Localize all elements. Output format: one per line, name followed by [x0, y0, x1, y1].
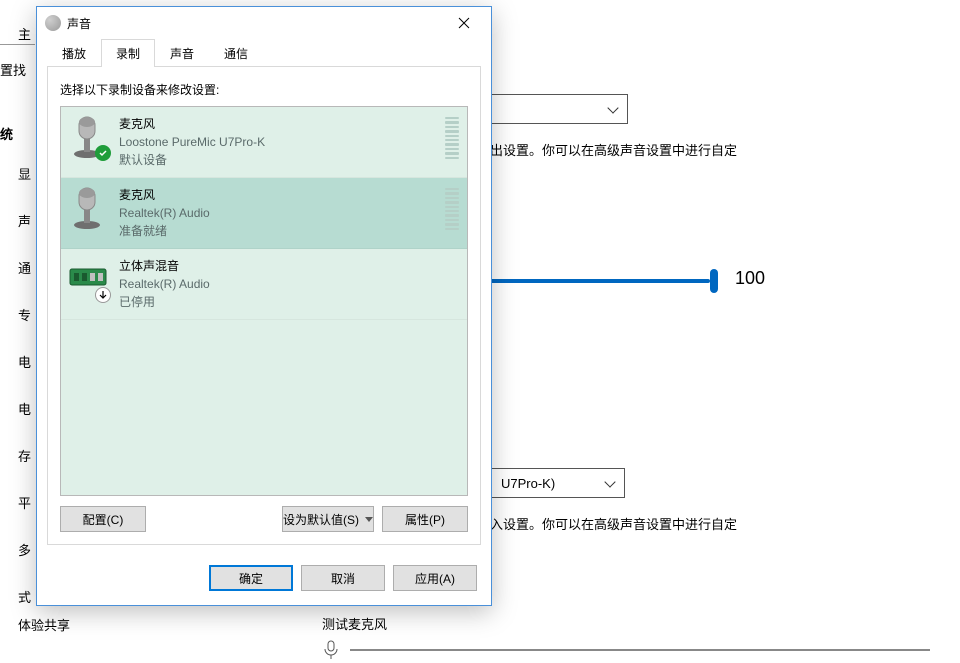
bg-search-fragment: 置找 — [0, 60, 26, 79]
dialog-body: 播放 录制 声音 通信 选择以下录制设备来修改设置: 麦克风Loostone P… — [37, 39, 491, 555]
output-hint-text: 出设置。你可以在高级声音设置中进行自定 — [490, 140, 737, 159]
device-sub: Realtek(R) Audio — [119, 204, 435, 222]
panel-hint: 选择以下录制设备来修改设置: — [60, 81, 468, 98]
device-info: 立体声混音Realtek(R) Audio已停用 — [119, 257, 459, 311]
level-meter — [445, 186, 459, 230]
ok-button[interactable]: 确定 — [209, 565, 293, 591]
tab-recording[interactable]: 录制 — [101, 39, 155, 67]
device-name: 立体声混音 — [119, 257, 459, 275]
sidebar-item[interactable]: 多 — [18, 540, 31, 559]
sound-dialog: 声音 播放 录制 声音 通信 选择以下录制设备来修改设置: 麦克风Looston… — [36, 6, 492, 606]
tab-communications[interactable]: 通信 — [209, 39, 263, 67]
panel-buttons: 配置(C) 设为默认值(S) 属性(P) — [60, 506, 468, 532]
input-hint-text: 入设置。你可以在高级声音设置中进行自定 — [490, 514, 737, 533]
bg-feedback-label[interactable]: 体验共享 — [18, 615, 70, 634]
device-list[interactable]: 麦克风Loostone PureMic U7Pro-K默认设备 麦克风Realt… — [60, 106, 468, 496]
sidebar-item[interactable]: 电 — [18, 399, 31, 418]
device-status: 默认设备 — [119, 151, 435, 169]
level-meter — [445, 115, 459, 159]
device-info: 麦克风Realtek(R) Audio准备就绪 — [119, 186, 435, 240]
bg-sidebar: 显 声 通 专 电 电 存 平 多 式 — [18, 164, 31, 606]
cancel-button[interactable]: 取消 — [301, 565, 385, 591]
chevron-down-icon — [607, 104, 617, 114]
dialog-title: 声音 — [67, 15, 443, 32]
recording-panel: 选择以下录制设备来修改设置: 麦克风Loostone PureMic U7Pro… — [47, 67, 481, 545]
default-check-icon — [95, 145, 111, 161]
slider-thumb[interactable] — [710, 269, 718, 293]
properties-button[interactable]: 属性(P) — [382, 506, 468, 532]
volume-value: 100 — [735, 268, 765, 289]
sidebar-item[interactable]: 通 — [18, 258, 31, 277]
device-name: 麦克风 — [119, 115, 435, 133]
dialog-titlebar[interactable]: 声音 — [37, 7, 491, 39]
microphone-device-icon — [69, 115, 109, 159]
device-row[interactable]: 麦克风Loostone PureMic U7Pro-K默认设备 — [61, 107, 467, 178]
test-mic-label: 测试麦克风 — [322, 614, 387, 633]
output-device-dropdown[interactable] — [470, 94, 628, 124]
slider-track — [490, 279, 710, 283]
mic-level-line — [350, 649, 930, 651]
bg-separator — [0, 44, 35, 45]
sidebar-item[interactable]: 式 — [18, 587, 31, 606]
device-row[interactable]: 麦克风Realtek(R) Audio准备就绪 — [61, 178, 467, 249]
disabled-down-icon — [95, 287, 111, 303]
microphone-device-icon — [69, 186, 109, 230]
device-sub: Loostone PureMic U7Pro-K — [119, 133, 435, 151]
sidebar-item[interactable]: 存 — [18, 446, 31, 465]
apply-button[interactable]: 应用(A) — [393, 565, 477, 591]
dialog-footer: 确定 取消 应用(A) — [37, 555, 491, 605]
device-row[interactable]: 立体声混音Realtek(R) Audio已停用 — [61, 249, 467, 320]
device-status: 准备就绪 — [119, 222, 435, 240]
sidebar-item[interactable]: 电 — [18, 352, 31, 371]
sidebar-item[interactable]: 显 — [18, 164, 31, 183]
device-name: 麦克风 — [119, 186, 435, 204]
chevron-down-icon — [604, 478, 614, 488]
input-dropdown-text: U7Pro-K) — [501, 476, 555, 491]
tab-bar: 播放 录制 声音 通信 — [47, 39, 481, 67]
sidebar-item[interactable]: 专 — [18, 305, 31, 324]
close-button[interactable] — [443, 8, 485, 38]
tab-sounds[interactable]: 声音 — [155, 39, 209, 67]
tab-playback[interactable]: 播放 — [47, 39, 101, 67]
sound-icon — [45, 15, 61, 31]
volume-slider[interactable] — [490, 271, 710, 291]
input-device-dropdown[interactable]: U7Pro-K) — [490, 468, 625, 498]
device-info: 麦克风Loostone PureMic U7Pro-K默认设备 — [119, 115, 435, 169]
soundcard-icon — [69, 257, 109, 301]
bg-home-fragment: 主 — [18, 24, 31, 43]
device-status: 已停用 — [119, 293, 459, 311]
sidebar-item[interactable]: 平 — [18, 493, 31, 512]
bg-system-header: 统 — [0, 124, 13, 143]
set-default-button[interactable]: 设为默认值(S) — [282, 506, 374, 532]
sidebar-item[interactable]: 声 — [18, 211, 31, 230]
configure-button[interactable]: 配置(C) — [60, 506, 146, 532]
close-icon — [458, 17, 470, 29]
device-sub: Realtek(R) Audio — [119, 275, 459, 293]
